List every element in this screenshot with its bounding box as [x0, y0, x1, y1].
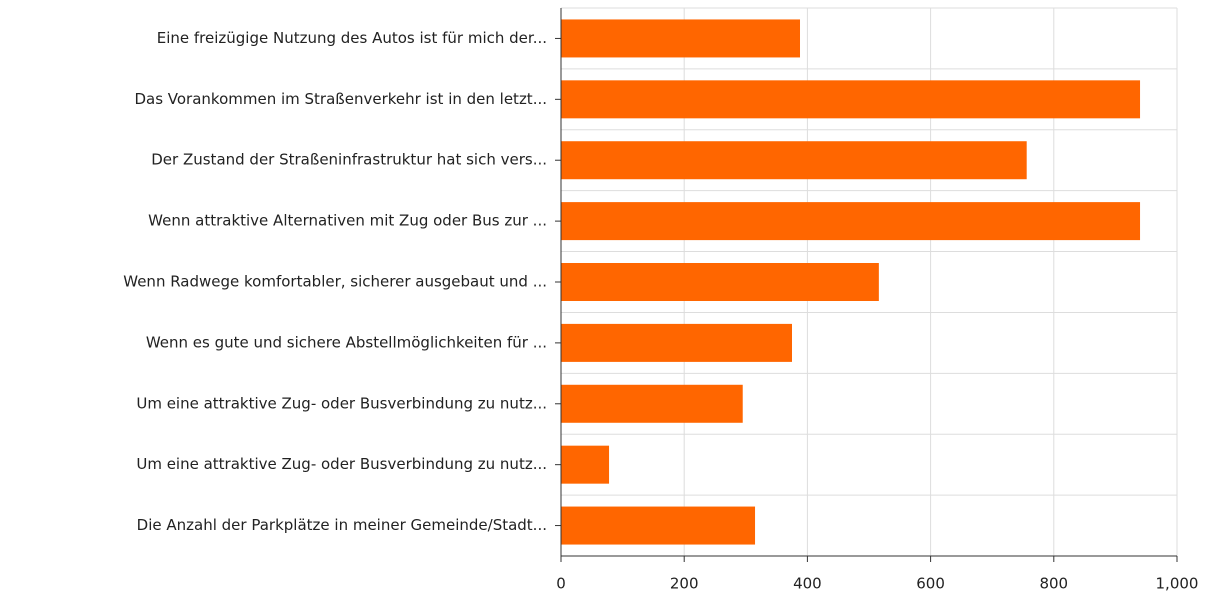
y-tick-label: Das Vorankommen im Straßenverkehr ist in…: [134, 90, 547, 108]
bar: [561, 263, 879, 301]
bar: [561, 19, 801, 58]
bar: [561, 141, 1027, 180]
y-tick-label: Der Zustand der Straßeninfrastruktur hat…: [151, 151, 547, 169]
x-tick-label: 0: [556, 575, 566, 593]
y-tick-label: Wenn attraktive Alternativen mit Zug ode…: [148, 212, 547, 230]
x-tick-label: 800: [1039, 575, 1068, 593]
y-tick-label: Die Anzahl der Parkplätze in meiner Geme…: [137, 516, 547, 534]
x-tick-label: 200: [670, 575, 699, 593]
bar: [561, 445, 610, 484]
bar: [561, 202, 1141, 241]
y-tick-label: Wenn es gute und sichere Abstellmöglichk…: [146, 333, 547, 351]
y-tick-label: Um eine attraktive Zug- oder Busverbindu…: [136, 455, 547, 473]
bar: [561, 323, 792, 362]
y-tick-label: Um eine attraktive Zug- oder Busverbindu…: [136, 394, 547, 412]
bar: [561, 506, 756, 545]
x-tick-label: 600: [916, 575, 945, 593]
y-tick-label: Wenn Radwege komfortabler, sicherer ausg…: [123, 273, 547, 291]
y-tick-label: Eine freizügige Nutzung des Autos ist fü…: [157, 29, 547, 47]
bar: [561, 384, 743, 423]
x-tick-label: 400: [793, 575, 822, 593]
bar: [561, 80, 1141, 119]
x-tick-label: 1,000: [1156, 575, 1199, 593]
